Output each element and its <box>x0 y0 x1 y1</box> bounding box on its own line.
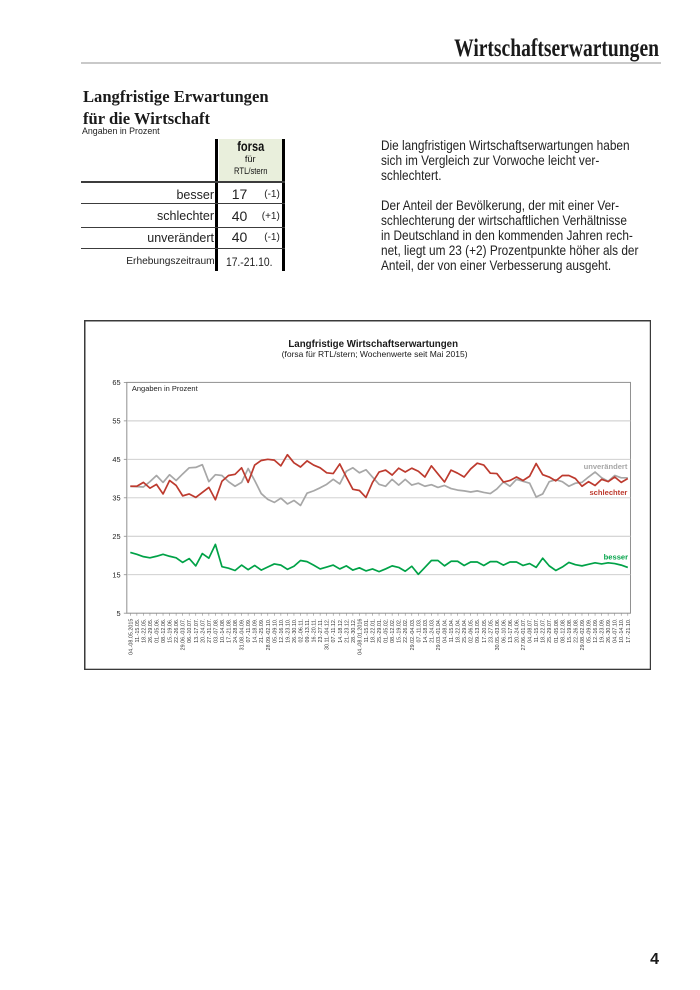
svg-text:18.-22.05.: 18.-22.05. <box>141 619 147 643</box>
svg-text:18.-22.07.: 18.-22.07. <box>540 619 546 643</box>
svg-text:26.-29.05.: 26.-29.05. <box>148 619 154 643</box>
svg-text:29.03.-01.04.: 29.03.-01.04. <box>436 619 442 651</box>
svg-text:10.-14.08.: 10.-14.08. <box>220 619 226 643</box>
svg-text:06.-10.07.: 06.-10.07. <box>187 619 193 643</box>
svg-text:(forsa für RTL/stern; Wochenwe: (forsa für RTL/stern; Wochenwerte seit M… <box>281 349 467 359</box>
svg-text:08.-12.02.: 08.-12.02. <box>390 619 396 643</box>
svg-text:18.-22.01.: 18.-22.01. <box>370 619 376 643</box>
svg-text:11.-15.04.: 11.-15.04. <box>449 619 455 643</box>
svg-text:25.-29.07.: 25.-29.07. <box>547 619 553 643</box>
svg-text:13.-17.07.: 13.-17.07. <box>194 619 200 643</box>
svg-text:28.-30.12.: 28.-30.12. <box>351 619 357 643</box>
svg-text:14.-18.03.: 14.-18.03. <box>423 619 429 643</box>
svg-text:29.02.-04.03.: 29.02.-04.03. <box>410 619 416 651</box>
svg-text:10.-14.10.: 10.-14.10. <box>619 619 625 643</box>
svg-text:22.-26.02.: 22.-26.02. <box>403 619 409 643</box>
svg-text:23.-27.11.: 23.-27.11. <box>318 619 324 643</box>
svg-text:11.-15.07.: 11.-15.07. <box>534 619 540 643</box>
svg-text:19.-23.10.: 19.-23.10. <box>285 619 291 643</box>
svg-text:28.09.-02.10.: 28.09.-02.10. <box>266 619 272 651</box>
svg-text:13.-17.06.: 13.-17.06. <box>508 619 514 643</box>
svg-text:30.11.-04.12.: 30.11.-04.12. <box>324 619 330 650</box>
svg-text:17.-20.05.: 17.-20.05. <box>482 619 488 643</box>
svg-text:12.-16.09.: 12.-16.09. <box>593 619 599 643</box>
svg-text:18.-22.04.: 18.-22.04. <box>455 619 461 643</box>
svg-text:29.08.-02.09.: 29.08.-02.09. <box>580 619 586 651</box>
svg-text:07.-11.12.: 07.-11.12. <box>331 619 337 643</box>
svg-text:06.-10.06.: 06.-10.06. <box>501 619 507 643</box>
svg-text:14.-18.09.: 14.-18.09. <box>252 619 258 643</box>
svg-text:11.-15.05.: 11.-15.05. <box>135 619 141 643</box>
svg-text:27.06.-01.07.: 27.06.-01.07. <box>521 619 527 651</box>
svg-text:29.06.-03.07.: 29.06.-03.07. <box>180 619 186 651</box>
svg-text:19.-23.09.: 19.-23.09. <box>599 619 605 643</box>
svg-text:03.-07.08.: 03.-07.08. <box>213 619 219 643</box>
svg-text:25.-29.01.: 25.-29.01. <box>377 619 383 643</box>
svg-text:20.-24.06.: 20.-24.06. <box>514 619 520 643</box>
svg-text:65: 65 <box>112 378 120 387</box>
svg-text:24.-28.08.: 24.-28.08. <box>233 619 239 643</box>
svg-text:35: 35 <box>112 494 120 503</box>
svg-text:01.-05.02.: 01.-05.02. <box>383 619 389 643</box>
svg-text:12.-16.10.: 12.-16.10. <box>279 619 285 643</box>
svg-text:09.-13.11.: 09.-13.11. <box>305 619 311 643</box>
svg-text:31.08.-04.09.: 31.08.-04.09. <box>239 619 245 651</box>
svg-text:16.-20.11.: 16.-20.11. <box>311 619 317 643</box>
svg-text:21.-23.12.: 21.-23.12. <box>344 619 350 643</box>
svg-text:17.-21.10.: 17.-21.10. <box>626 619 632 643</box>
svg-text:45: 45 <box>112 455 120 464</box>
svg-text:23.-27.05.: 23.-27.05. <box>488 619 494 643</box>
svg-text:04.-08.04.: 04.-08.04. <box>442 619 448 643</box>
svg-text:30.05.-03.06.: 30.05.-03.06. <box>495 619 501 651</box>
svg-text:unverändert: unverändert <box>583 462 627 471</box>
svg-text:11.-15.01.: 11.-15.01. <box>364 619 370 643</box>
svg-text:01.-05.08.: 01.-05.08. <box>554 619 560 643</box>
svg-text:Angaben in Prozent: Angaben in Prozent <box>132 384 199 393</box>
svg-text:07.-11.03.: 07.-11.03. <box>416 619 422 643</box>
svg-text:25: 25 <box>112 532 120 541</box>
svg-text:08.-12.06.: 08.-12.06. <box>161 619 167 643</box>
svg-text:04.-08.07.: 04.-08.07. <box>527 619 533 643</box>
svg-text:21.-24.03.: 21.-24.03. <box>429 619 435 643</box>
svg-text:55: 55 <box>112 417 120 426</box>
svg-text:04.-08.01.2016: 04.-08.01.2016 <box>357 619 363 655</box>
svg-text:02.-06.11.: 02.-06.11. <box>298 619 304 643</box>
svg-text:15: 15 <box>112 571 120 580</box>
svg-text:26.-30.09.: 26.-30.09. <box>606 619 612 643</box>
svg-text:14.-18.12.: 14.-18.12. <box>338 619 344 643</box>
svg-text:22.-26.06.: 22.-26.06. <box>174 619 180 643</box>
svg-text:04.-08.05.2015: 04.-08.05.2015 <box>128 619 134 655</box>
svg-text:05.-09.10.: 05.-09.10. <box>272 619 278 643</box>
svg-text:27.-31.07.: 27.-31.07. <box>207 619 213 643</box>
svg-text:09.-13.05.: 09.-13.05. <box>475 619 481 643</box>
svg-text:besser: besser <box>603 553 627 562</box>
svg-text:Langfristige Wirtschaftserwart: Langfristige Wirtschaftserwartungen <box>288 339 458 350</box>
svg-text:15.-19.06.: 15.-19.06. <box>167 619 173 643</box>
svg-text:schlechter: schlechter <box>589 488 627 497</box>
svg-text:5: 5 <box>116 609 120 618</box>
svg-text:20.-24.07.: 20.-24.07. <box>200 619 206 643</box>
svg-text:07.-11.09.: 07.-11.09. <box>246 619 252 643</box>
svg-text:08.-12.08.: 08.-12.08. <box>560 619 566 643</box>
svg-text:05.-09.09.: 05.-09.09. <box>586 619 592 643</box>
svg-text:02.-06.05.: 02.-06.05. <box>468 619 474 643</box>
svg-text:22.-26.08.: 22.-26.08. <box>573 619 579 643</box>
svg-text:01.-05.06.: 01.-05.06. <box>154 619 160 643</box>
svg-text:15.-19.08.: 15.-19.08. <box>567 619 573 643</box>
svg-text:15.-19.02.: 15.-19.02. <box>396 619 402 643</box>
svg-text:26.-30.10.: 26.-30.10. <box>292 619 298 643</box>
svg-text:04.-07.10.: 04.-07.10. <box>612 619 618 643</box>
svg-text:25.-29.04.: 25.-29.04. <box>462 619 468 643</box>
svg-text:21.-25.09.: 21.-25.09. <box>259 619 265 643</box>
svg-text:17.-21.08.: 17.-21.08. <box>226 619 232 643</box>
